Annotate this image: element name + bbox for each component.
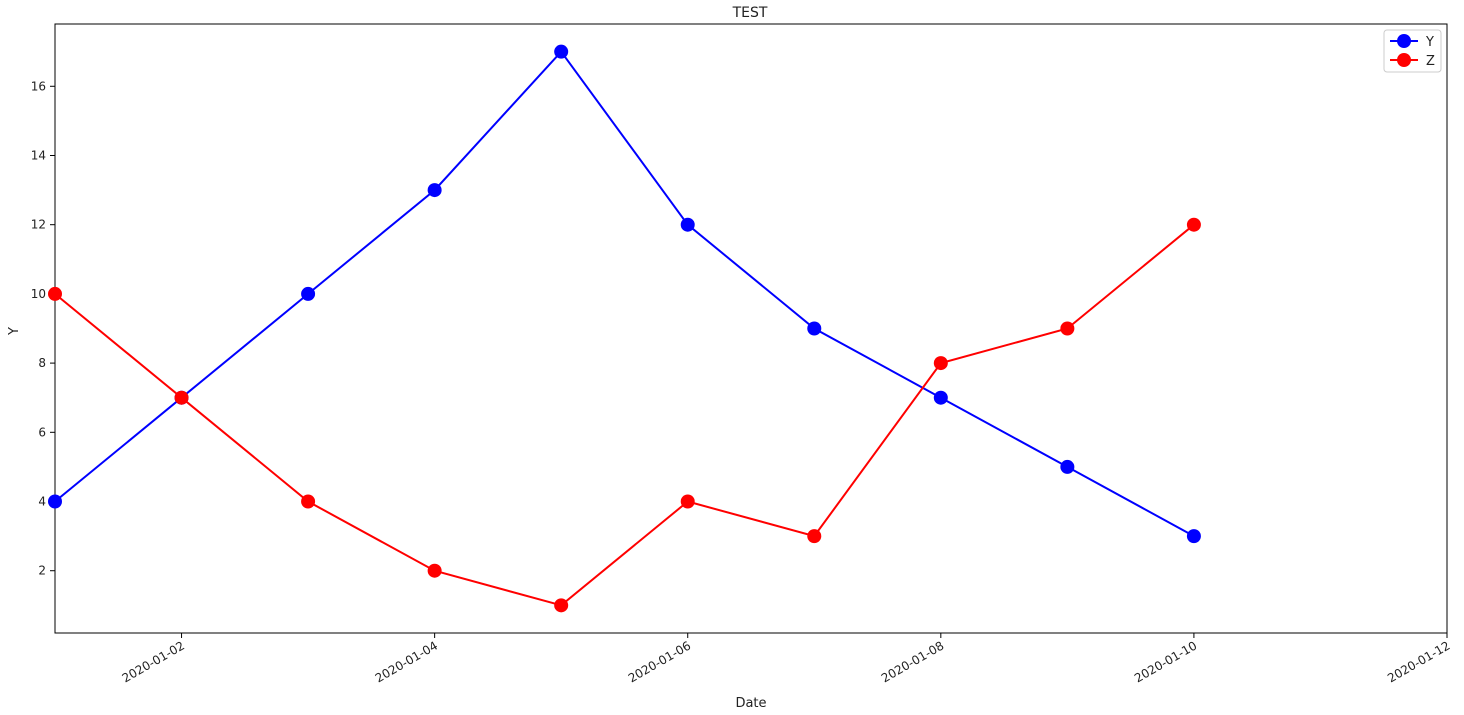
y-axis: 2 4 6 8 10 12 14 16 [31,79,55,578]
chart-title: TEST [732,5,768,21]
data-point-z [174,390,189,405]
data-point-z [1060,321,1075,336]
data-point-y [1060,459,1075,474]
legend-label: Y [1425,35,1434,50]
data-point-y [807,321,822,336]
x-axis: 2020-01-02 2020-01-04 2020-01-06 2020-01-08… [120,633,1453,685]
x-tick-label: 2020-01-06 [626,638,693,685]
data-point-z [807,529,822,544]
x-tick-label: 2020-01-04 [373,638,440,685]
legend-label: Z [1426,54,1435,69]
y-tick-label: 10 [31,287,46,301]
y-tick-label: 16 [31,79,46,93]
x-tick-label: 2020-01-08 [879,638,946,685]
data-point-z [680,494,695,509]
data-point-y [933,390,948,405]
legend-marker [1397,53,1411,67]
data-point-z [933,356,948,371]
data-point-y [48,494,62,509]
series-y [48,44,1201,544]
legend-item-z: Z [1390,53,1435,69]
x-tick-label: 2020-01-10 [1132,638,1199,685]
legend-item-y: Y [1390,34,1434,50]
x-tick-label: 2020-01-02 [120,638,187,685]
plot-area [54,23,1448,634]
y-tick-label: 14 [31,148,46,162]
x-axis-label: Date [735,696,766,710]
data-point-y [1186,529,1201,544]
legend: YZ [1383,29,1442,73]
y-tick-label: 4 [38,495,46,509]
data-point-z [48,286,62,301]
data-point-z [301,494,316,509]
y-tick-label: 8 [38,356,46,370]
y-tick-label: 12 [31,218,46,232]
series-layer [48,44,1201,613]
x-tick-label: 2020-01-12 [1385,638,1452,685]
data-point-z [427,563,442,578]
data-point-z [554,598,569,613]
data-point-y [554,44,569,59]
data-point-y [680,217,695,232]
y-tick-label: 2 [38,564,46,578]
data-point-y [301,286,316,301]
data-point-y [427,183,442,198]
y-tick-label: 6 [38,425,46,439]
data-point-z [1186,217,1201,232]
series-line-y [54,50,1195,537]
y-axis-label: Y [7,327,22,336]
series-line-z [54,223,1195,607]
series-z [48,217,1201,613]
legend-marker [1397,34,1411,48]
